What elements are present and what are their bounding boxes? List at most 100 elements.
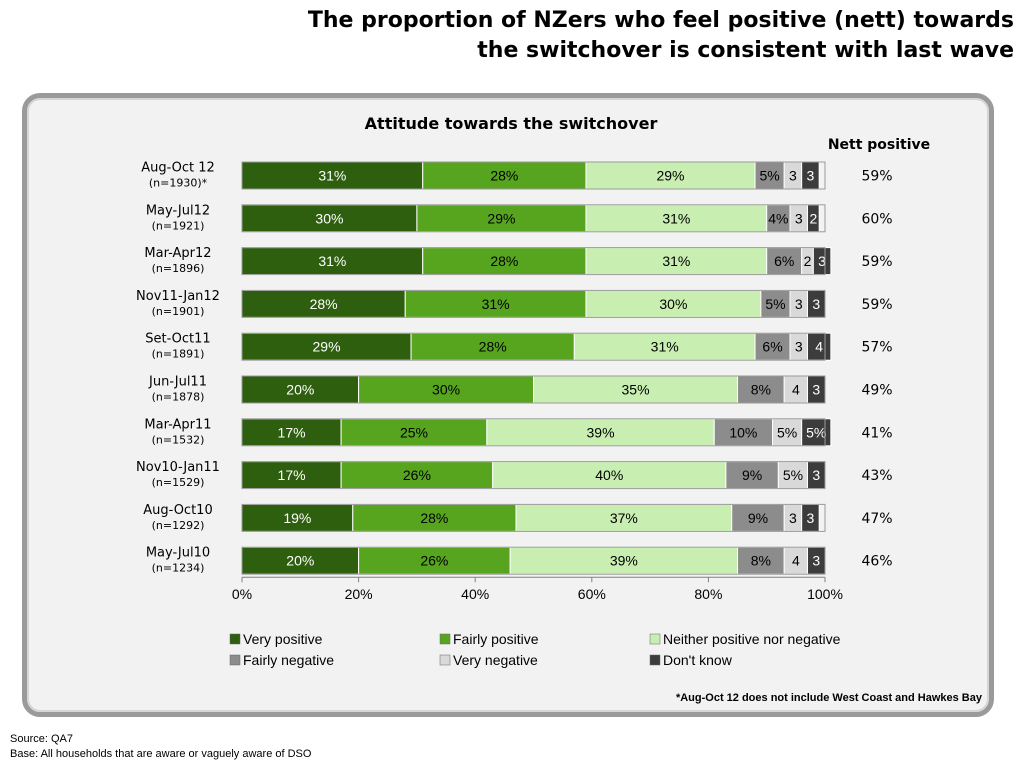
x-tick-label: 60% bbox=[578, 586, 606, 602]
data-label: 3 bbox=[807, 168, 815, 184]
bar-segment bbox=[585, 247, 768, 276]
nett-positive-value: 47% bbox=[861, 511, 892, 527]
data-label: 31% bbox=[651, 339, 679, 355]
data-label: 3 bbox=[818, 253, 826, 269]
bar-outline bbox=[241, 461, 826, 490]
data-label: 9% bbox=[742, 467, 762, 483]
bar-segment bbox=[492, 461, 727, 490]
bar-outline bbox=[241, 204, 826, 233]
page-headline: The proportion of NZers who feel positiv… bbox=[254, 6, 1014, 66]
headline-line-1: The proportion of NZers who feel positiv… bbox=[307, 8, 1014, 33]
source-note: Source: QA7 Base: All households that ar… bbox=[10, 732, 311, 762]
category-label: Mar-Apr11 bbox=[144, 417, 211, 432]
data-label: 35% bbox=[622, 382, 650, 398]
data-label: 29% bbox=[313, 339, 341, 355]
x-tick-label: 100% bbox=[807, 586, 843, 602]
category-label: Jun-Jul11 bbox=[148, 375, 207, 390]
data-label: 4 bbox=[792, 553, 800, 569]
data-label: 5% bbox=[783, 467, 803, 483]
bar-outline bbox=[241, 546, 826, 575]
category-base-label: (n=1529) bbox=[152, 476, 205, 489]
bar-segment bbox=[573, 332, 756, 361]
data-label: 5% bbox=[806, 424, 826, 440]
bar-segment bbox=[585, 204, 768, 233]
data-label: 8% bbox=[751, 382, 771, 398]
base-line: Base: All households that are aware or v… bbox=[10, 748, 312, 760]
legend-swatch bbox=[439, 633, 451, 645]
legend-swatch bbox=[649, 633, 661, 645]
data-label: 3 bbox=[789, 168, 797, 184]
data-label: 29% bbox=[487, 210, 515, 226]
category-label: Aug-Oct10 bbox=[143, 503, 212, 518]
x-tick-label: 80% bbox=[694, 586, 722, 602]
bar-segment bbox=[713, 418, 774, 447]
data-label: 30% bbox=[659, 296, 687, 312]
data-label: 28% bbox=[490, 168, 518, 184]
data-label: 39% bbox=[610, 553, 638, 569]
data-label: 9% bbox=[748, 510, 768, 526]
nett-positive-value: 43% bbox=[861, 468, 892, 484]
category-base-label: (n=1896) bbox=[152, 262, 205, 275]
category-label: Nov11-Jan12 bbox=[136, 289, 220, 304]
data-label: 29% bbox=[656, 168, 684, 184]
nett-positive-value: 59% bbox=[861, 169, 892, 185]
x-tick-label: 40% bbox=[461, 586, 489, 602]
category-label: Aug-Oct 12 bbox=[141, 161, 215, 176]
data-label: 37% bbox=[610, 510, 638, 526]
bar-outline bbox=[241, 332, 826, 361]
bar-segment bbox=[416, 204, 587, 233]
data-label: 28% bbox=[490, 253, 518, 269]
chart-title: Attitude towards the switchover bbox=[365, 114, 658, 133]
bar-outline bbox=[241, 503, 826, 532]
data-label: 28% bbox=[479, 339, 507, 355]
data-label: 3 bbox=[807, 510, 815, 526]
data-label: 39% bbox=[587, 424, 615, 440]
data-label: 17% bbox=[278, 424, 306, 440]
nett-positive-value: 57% bbox=[861, 340, 892, 356]
data-label: 25% bbox=[400, 424, 428, 440]
data-label: 3 bbox=[795, 296, 803, 312]
bar-segment bbox=[766, 247, 803, 276]
data-label: 20% bbox=[286, 382, 314, 398]
data-label: 20% bbox=[286, 553, 314, 569]
headline-line-2: the switchover is consistent with last w… bbox=[477, 38, 1014, 63]
data-label: 31% bbox=[318, 253, 346, 269]
data-label: 6% bbox=[774, 253, 794, 269]
data-label: 26% bbox=[420, 553, 448, 569]
bar-segment bbox=[509, 546, 739, 575]
bar-segment bbox=[352, 503, 517, 532]
bar-outline bbox=[241, 418, 826, 447]
legend-label: Fairly negative bbox=[243, 652, 334, 668]
bar-outline bbox=[241, 161, 826, 190]
bar-segment bbox=[241, 546, 360, 575]
nett-positive-value: 59% bbox=[861, 297, 892, 313]
data-label: 3 bbox=[812, 296, 820, 312]
x-tick-label: 0% bbox=[232, 586, 252, 602]
category-base-label: (n=1930)* bbox=[149, 177, 208, 190]
data-label: 4 bbox=[815, 339, 823, 355]
bar-outline bbox=[241, 375, 826, 404]
x-tick-label: 20% bbox=[345, 586, 373, 602]
nett-positive-value: 59% bbox=[861, 254, 892, 270]
data-label: 17% bbox=[278, 467, 306, 483]
data-label: 3 bbox=[795, 210, 803, 226]
data-label: 5% bbox=[759, 168, 779, 184]
data-label: 3 bbox=[812, 467, 820, 483]
data-label: 40% bbox=[595, 467, 623, 483]
data-label: 26% bbox=[403, 467, 431, 483]
data-label: 3 bbox=[812, 553, 820, 569]
legend-swatch bbox=[229, 633, 241, 645]
category-label: Nov10-Jan11 bbox=[136, 460, 220, 475]
data-label: 30% bbox=[432, 382, 460, 398]
data-label: 31% bbox=[318, 168, 346, 184]
legend-label: Neither positive nor negative bbox=[663, 631, 841, 647]
data-label: 6% bbox=[762, 339, 782, 355]
nett-positive-value: 49% bbox=[861, 383, 892, 399]
nett-positive-header: Nett positive bbox=[828, 137, 930, 153]
legend-swatch bbox=[439, 654, 451, 666]
bar-segment bbox=[754, 161, 785, 190]
data-label: 5% bbox=[765, 296, 785, 312]
category-label: Set-Oct11 bbox=[145, 332, 210, 347]
bar-outline bbox=[241, 247, 826, 276]
data-label: 28% bbox=[420, 510, 448, 526]
